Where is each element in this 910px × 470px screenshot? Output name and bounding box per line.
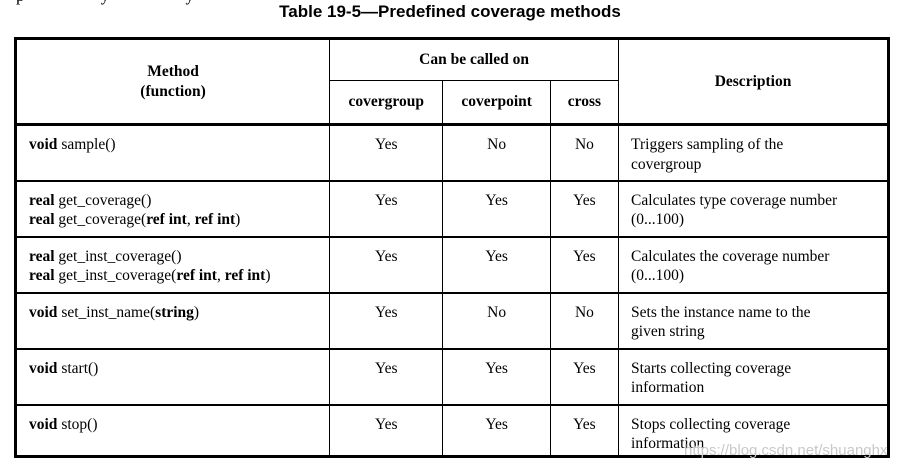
table-row: void sample() Yes No No Triggers sampling of… [14,123,889,181]
table-row: void set_inst_name(string) Yes No No Sets th… [14,291,889,349]
covergroup-column-header: covergroup [329,80,444,125]
table-row: real get_inst_coverage() real get_inst_co… [14,235,889,293]
table-body: void sample() Yes No No Triggers sampling of… [14,123,889,458]
covergroup-cell: Yes [329,403,444,458]
cross-cell: Yes [549,179,620,237]
description-cell: Triggers sampling of the covergroup [618,123,889,181]
description-cell: Starts collecting coverage information [618,347,889,405]
coverpoint-cell: No [442,123,551,181]
coverpoint-cell: Yes [442,179,551,237]
description-cell: Sets the instance name to the given strin… [618,291,889,349]
cross-cell: Yes [549,235,620,293]
covergroup-cell: Yes [329,235,444,293]
description-cell: Calculates the coverage number (0...100) [618,235,889,293]
method-header-line1: Method [147,62,199,80]
table-row: void stop() Yes Yes Yes Stops collecting cov… [14,403,889,458]
coverpoint-cell: No [442,291,551,349]
cross-column-header: cross [549,80,620,125]
description-column-header: Description [618,38,889,125]
method-cell: void start() [14,347,331,405]
method-cell: void sample() [14,123,331,181]
coverpoint-column-header: coverpoint [442,80,551,125]
coverpoint-cell: Yes [442,403,551,458]
method-cell: void stop() [14,403,331,458]
covergroup-cell: Yes [329,179,444,237]
method-header-line2: (function) [140,82,206,100]
cross-cell: Yes [549,403,620,458]
can-be-called-on-header: Can be called on [329,38,620,81]
method-cell: real get_inst_coverage() real get_inst_co… [14,235,331,293]
method-column-header: Method (function) [14,38,331,125]
coverage-methods-table: Method (function) Can be called on Descr… [14,37,890,459]
cross-cell: No [549,291,620,349]
method-cell: real get_coverage() real get_coverage(ref… [14,179,331,237]
table-row: real get_coverage() real get_coverage(ref… [14,179,889,237]
description-cell: Stops collecting coverage information [618,403,889,458]
cross-cell: No [549,123,620,181]
method-cell: void set_inst_name(string) [14,291,331,349]
cross-cell: Yes [549,347,620,405]
table-row: void start() Yes Yes Yes Starts collecting c… [14,347,889,405]
csdn-watermark: https://blog.csdn.net/shuanghx [684,442,888,459]
covergroup-cell: Yes [329,291,444,349]
coverpoint-cell: Yes [442,347,551,405]
coverpoint-cell: Yes [442,235,551,293]
table-header: Method (function) Can be called on Descr… [14,38,889,125]
header-row-1: Method (function) Can be called on Descr… [14,38,889,125]
table-title: Table 19-5—Predefined coverage methods [279,2,621,21]
description-cell: Calculates type coverage number (0...100) [618,179,889,237]
covergroup-cell: Yes [329,123,444,181]
covergroup-cell: Yes [329,347,444,405]
cutoff-text-fragment: p y y [0,0,220,6]
